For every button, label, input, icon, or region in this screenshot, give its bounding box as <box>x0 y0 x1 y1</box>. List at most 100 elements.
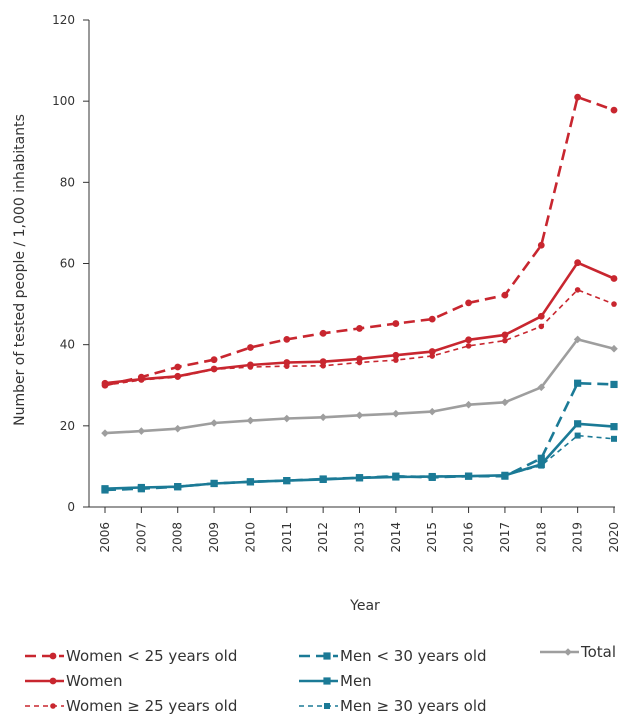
data-point <box>319 358 327 366</box>
data-point <box>319 413 327 422</box>
series-3 <box>102 287 617 389</box>
legend-item: Women <box>25 672 122 690</box>
data-point <box>210 419 218 427</box>
data-point <box>574 379 582 387</box>
legend-item: Women ≥ 25 years old <box>25 697 237 715</box>
chart-legend: Women < 25 years old Women Women ≥ 25 year… <box>25 643 616 715</box>
series-lines <box>101 93 618 494</box>
legend-label: Total <box>580 643 616 661</box>
data-point <box>319 475 327 483</box>
data-point <box>282 414 291 423</box>
data-point <box>283 477 291 485</box>
y-tick-label: 40 <box>60 338 75 352</box>
data-point <box>101 429 109 437</box>
legend-marker <box>564 648 572 656</box>
data-point <box>247 344 254 351</box>
data-point <box>174 363 182 371</box>
data-point <box>101 381 109 389</box>
data-point <box>356 325 363 332</box>
legend-marker <box>324 703 330 709</box>
legend-label: Women < 25 years old <box>66 647 237 665</box>
data-point <box>319 329 327 337</box>
series-7 <box>101 335 618 437</box>
data-point <box>465 299 472 307</box>
data-point <box>574 259 582 267</box>
data-point <box>538 323 545 330</box>
data-point <box>101 486 109 494</box>
data-point <box>247 361 254 369</box>
data-point <box>610 344 618 353</box>
data-point <box>610 275 618 282</box>
x-tick-label: 2006 <box>98 522 112 553</box>
data-point <box>465 336 472 344</box>
legend-item: Men <box>299 672 372 690</box>
x-tick-label: 2015 <box>425 522 439 553</box>
data-point <box>537 241 545 249</box>
legend-label: Men < 30 years old <box>340 647 487 665</box>
data-point <box>501 398 509 407</box>
legend-marker <box>49 652 57 660</box>
data-point <box>173 424 182 433</box>
legend-marker <box>323 652 331 660</box>
data-point <box>174 372 182 380</box>
data-point <box>246 478 255 486</box>
x-tick-label: 2011 <box>280 522 294 553</box>
series-line <box>104 95 615 387</box>
data-point <box>574 93 582 101</box>
x-tick-label: 2018 <box>534 522 548 553</box>
x-axis-title: Year <box>349 598 380 614</box>
legend-marker <box>323 677 331 685</box>
data-point <box>428 315 436 323</box>
data-point <box>137 373 145 381</box>
legend-item: Men < 30 years old <box>299 647 487 665</box>
data-point <box>537 454 545 462</box>
series-1 <box>101 93 618 389</box>
series-line <box>104 289 615 387</box>
series-4 <box>101 379 618 494</box>
data-point <box>501 291 509 299</box>
data-point <box>283 335 291 343</box>
data-point <box>574 420 582 428</box>
data-point <box>574 432 581 439</box>
data-point <box>210 479 218 488</box>
legend-label: Women ≥ 25 years old <box>66 697 237 715</box>
data-point <box>174 483 182 491</box>
data-point <box>210 356 218 364</box>
data-point <box>502 337 508 344</box>
data-point <box>356 355 363 363</box>
y-tick-label: 100 <box>52 94 75 108</box>
legend-marker <box>49 677 57 685</box>
x-tick-label: 2014 <box>389 522 403 553</box>
data-point <box>610 106 618 114</box>
data-point <box>428 407 437 416</box>
data-point <box>393 357 399 363</box>
legend-item: Women < 25 years old <box>25 647 237 665</box>
data-point <box>392 351 400 359</box>
data-point <box>392 409 400 418</box>
x-tick-label: 2008 <box>171 522 185 553</box>
data-point <box>428 473 436 481</box>
data-point <box>610 423 618 431</box>
y-tick-label: 0 <box>67 500 75 514</box>
legend-label: Men <box>340 672 372 690</box>
data-point <box>574 287 581 293</box>
data-point <box>537 383 546 392</box>
data-point <box>573 335 582 344</box>
legend-label: Women <box>66 672 122 690</box>
x-tick-label: 2013 <box>353 522 367 553</box>
data-point <box>501 472 509 480</box>
data-point <box>464 472 473 480</box>
x-tick-label: 2017 <box>498 522 512 553</box>
data-point <box>355 474 364 482</box>
data-point <box>611 301 617 307</box>
data-point <box>428 348 436 355</box>
y-tick-label: 20 <box>60 419 75 433</box>
data-point <box>611 435 617 442</box>
y-tick-label: 60 <box>60 257 75 271</box>
x-tick-label: 2010 <box>243 522 257 553</box>
series-line <box>104 381 615 492</box>
x-tick-label: 2009 <box>207 522 221 553</box>
data-point <box>283 359 291 366</box>
data-point <box>537 460 545 468</box>
data-point <box>355 411 364 420</box>
